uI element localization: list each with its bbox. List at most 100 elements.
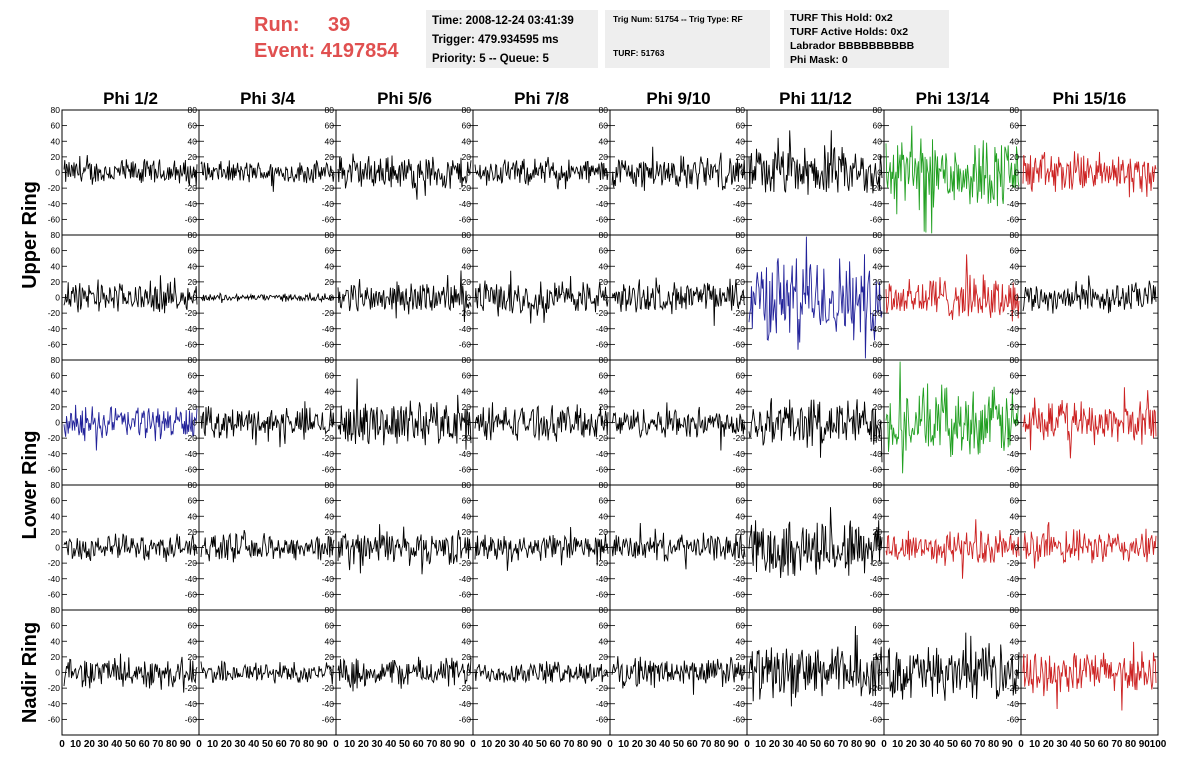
- x-tick-label: 70: [837, 739, 849, 750]
- y-tick-label: 40: [462, 136, 472, 146]
- y-tick-label: 60: [51, 121, 61, 131]
- y-tick-label: -40: [185, 199, 198, 209]
- waveform-trace: [885, 632, 1020, 701]
- y-tick-label: 0: [329, 293, 334, 303]
- y-tick-label: 0: [740, 543, 745, 553]
- y-tick-label: -20: [733, 683, 746, 693]
- y-tick-label: 0: [740, 668, 745, 678]
- waveform-panel: -60 -40 -20 0 20 40 60 80: [185, 605, 337, 736]
- y-tick-label: 80: [188, 230, 198, 240]
- y-tick-label: 40: [736, 636, 746, 646]
- y-tick-label: 20: [736, 402, 746, 412]
- waveform-trace: [611, 146, 746, 191]
- x-tick-label: 60: [961, 739, 973, 750]
- y-tick-label: 0: [466, 418, 471, 428]
- y-tick-label: 20: [736, 527, 746, 537]
- y-tick-label: -20: [322, 558, 335, 568]
- y-tick-label: -40: [870, 324, 883, 334]
- turf-hold-text: TURF This Hold: 0x2: [790, 12, 893, 24]
- y-tick-label: 0: [603, 668, 608, 678]
- y-tick-label: 20: [462, 652, 472, 662]
- y-tick-label: -20: [185, 558, 198, 568]
- y-tick-label: 0: [55, 168, 60, 178]
- time-text: Time: 2008-12-24 03:41:39: [432, 15, 574, 27]
- panel-frame: [61, 609, 200, 736]
- y-tick-label: 80: [1010, 355, 1020, 365]
- y-tick-label: -40: [596, 199, 609, 209]
- waveform-panel: -60 -40 -20 0 20 40 60 80: [48, 605, 200, 736]
- y-tick-label: 20: [599, 402, 609, 412]
- y-tick-label: -20: [733, 558, 746, 568]
- y-tick-label: 0: [329, 418, 334, 428]
- y-tick-label: 60: [325, 621, 335, 631]
- y-tick-label: 40: [873, 636, 883, 646]
- y-tick-label: 40: [1010, 261, 1020, 271]
- waveform-panel: -60 -40 -20 0 20 40 60 80: [185, 480, 337, 611]
- waveform-trace: [200, 529, 335, 563]
- y-tick-label: -60: [596, 214, 609, 224]
- y-tick-label: -20: [48, 558, 61, 568]
- x-tick-label: 90: [1002, 739, 1014, 750]
- x-tick-label: 100: [1150, 739, 1167, 750]
- x-tick-label: 60: [413, 739, 425, 750]
- y-tick-label: -60: [185, 464, 198, 474]
- x-tick-label: 30: [646, 739, 658, 750]
- y-tick-label: 20: [462, 152, 472, 162]
- waveform-panel: -60 -40 -20 0 20 40 60 80: [870, 105, 1022, 236]
- y-tick-label: 0: [877, 293, 882, 303]
- y-tick-label: -60: [870, 214, 883, 224]
- y-tick-label: -20: [48, 308, 61, 318]
- y-tick-label: -60: [185, 589, 198, 599]
- waveform-trace: [63, 533, 198, 563]
- y-tick-label: 40: [736, 136, 746, 146]
- y-tick-label: -60: [1007, 214, 1020, 224]
- waveform-panel: -60 -40 -20 0 20 40 60 80: [733, 355, 885, 486]
- y-tick-label: 80: [325, 105, 335, 115]
- y-tick-label: -40: [459, 324, 472, 334]
- y-tick-label: 20: [599, 652, 609, 662]
- x-tick-label: 40: [385, 739, 397, 750]
- x-tick-label: 30: [920, 739, 932, 750]
- waveform-panel: -60 -40 -20 0 20 40 60 80: [1007, 105, 1159, 236]
- y-tick-label: -20: [596, 683, 609, 693]
- x-tick-label: 80: [303, 739, 315, 750]
- y-tick-label: 40: [1010, 136, 1020, 146]
- waveform-trace: [611, 522, 746, 570]
- x-tick-label: 50: [810, 739, 822, 750]
- waveform-panel: -60 -40 -20 0 20 40 60 80: [48, 480, 200, 611]
- y-tick-label: 60: [599, 496, 609, 506]
- x-tick-label: 30: [1057, 739, 1069, 750]
- column-label: Phi 5/6: [377, 89, 432, 108]
- waveform-trace: [885, 125, 1020, 234]
- run-event-box: Run: 39 Event: 4197854: [254, 12, 399, 64]
- x-tick-label: 20: [495, 739, 507, 750]
- x-tick-label: 30: [372, 739, 384, 750]
- waveform-panel: -60 -40 -20 0 20 40 60 80: [1007, 355, 1159, 486]
- y-tick-label: 80: [325, 230, 335, 240]
- y-tick-label: -20: [870, 183, 883, 193]
- y-tick-label: 40: [325, 136, 335, 146]
- x-tick-label: 10: [344, 739, 356, 750]
- y-tick-label: 60: [736, 371, 746, 381]
- y-tick-label: -40: [185, 699, 198, 709]
- y-tick-label: -40: [870, 574, 883, 584]
- x-tick-label: 60: [1098, 739, 1110, 750]
- y-tick-label: 0: [877, 668, 882, 678]
- y-tick-label: 80: [462, 480, 472, 490]
- y-tick-label: -40: [1007, 699, 1020, 709]
- x-tick-label: 30: [509, 739, 521, 750]
- y-tick-label: 40: [51, 636, 61, 646]
- waveform-panel: -60 -40 -20 0 20 40 60 80: [596, 355, 748, 486]
- y-tick-label: -20: [459, 183, 472, 193]
- waveform-trace: [748, 625, 883, 707]
- column-label: Phi 13/14: [916, 89, 990, 108]
- waveform-trace: [1022, 275, 1157, 314]
- x-tick-label: 90: [454, 739, 466, 750]
- y-tick-label: 20: [188, 277, 198, 287]
- waveform-panel: -60 -40 -20 0 20 40 60 80: [48, 355, 200, 486]
- y-tick-label: 40: [462, 511, 472, 521]
- y-tick-label: 60: [736, 121, 746, 131]
- y-tick-label: 20: [462, 277, 472, 287]
- waveform-panel: -60 -40 -20 0 20 40 60 80: [596, 105, 748, 236]
- y-tick-label: -40: [733, 199, 746, 209]
